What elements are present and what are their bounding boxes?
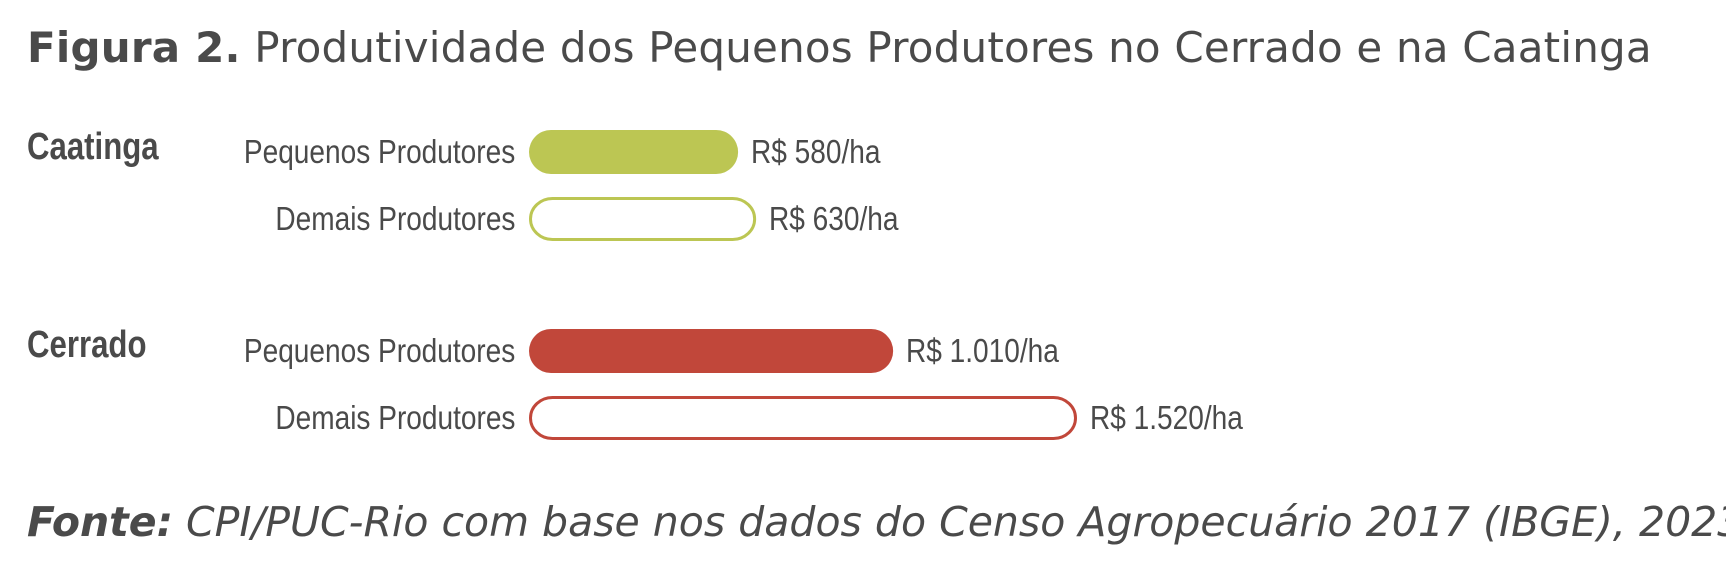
bar-cerrado-pequenos bbox=[529, 329, 894, 373]
figure-title: Figura 2. Produtividade dos Pequenos Pro… bbox=[27, 20, 1652, 76]
value-label-caatinga-demais: R$ 630/ha bbox=[769, 200, 899, 237]
row-label-caatinga-demais: Demais Produtores bbox=[274, 200, 515, 237]
figure-label: Figura 2. bbox=[27, 23, 241, 72]
bar-caatinga-pequenos bbox=[529, 130, 739, 174]
bar-cerrado-demais bbox=[529, 396, 1077, 440]
group-label-caatinga: Caatinga bbox=[27, 126, 159, 168]
figure-title-text: Produtividade dos Pequenos Produtores no… bbox=[254, 23, 1652, 72]
source-note: Fonte: CPI/PUC-Rio com base nos dados do… bbox=[27, 495, 1726, 549]
row-label-caatinga-pequenos: Pequenos Produtores bbox=[243, 133, 515, 170]
bar-caatinga-demais bbox=[529, 197, 757, 241]
value-label-caatinga-pequenos: R$ 580/ha bbox=[751, 133, 881, 170]
source-label: Fonte: bbox=[27, 498, 173, 546]
value-label-cerrado-pequenos: R$ 1.010/ha bbox=[906, 332, 1059, 369]
source-text: CPI/PUC-Rio com base nos dados do Censo … bbox=[186, 498, 1726, 546]
group-label-cerrado: Cerrado bbox=[27, 324, 147, 366]
row-label-cerrado-pequenos: Pequenos Produtores bbox=[243, 332, 515, 369]
row-label-cerrado-demais: Demais Produtores bbox=[274, 399, 515, 436]
value-label-cerrado-demais: R$ 1.520/ha bbox=[1090, 399, 1243, 436]
